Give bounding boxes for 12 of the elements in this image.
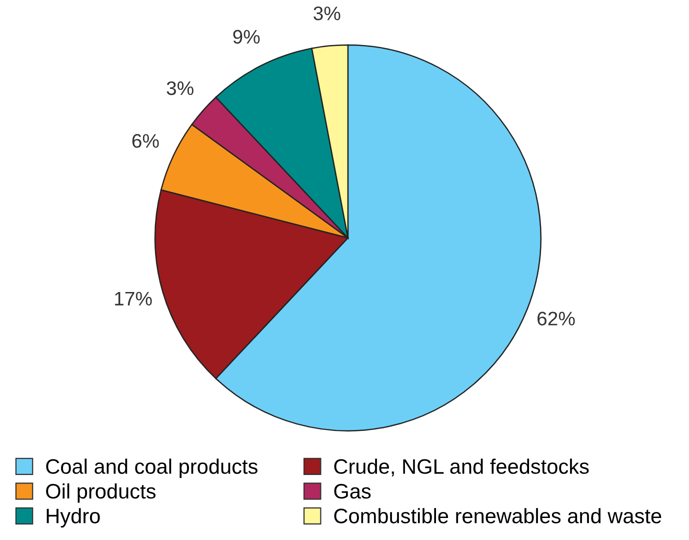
data-label: 62% xyxy=(538,312,575,326)
legend-label: Hydro xyxy=(46,508,100,528)
data-label: 3% xyxy=(314,6,340,20)
data-label: 6% xyxy=(132,134,159,148)
legend-label: Coal and coal products xyxy=(46,458,258,478)
data-label: 3% xyxy=(166,81,194,96)
legend-label: Oil products xyxy=(46,483,156,503)
legend-label: Combustible renewables and waste xyxy=(334,508,662,524)
data-label: 9% xyxy=(233,30,260,44)
legend-label: Gas xyxy=(334,484,371,499)
legend-label: Crude, NGL and feedstocks xyxy=(334,458,589,476)
data-label: 17% xyxy=(115,292,152,306)
